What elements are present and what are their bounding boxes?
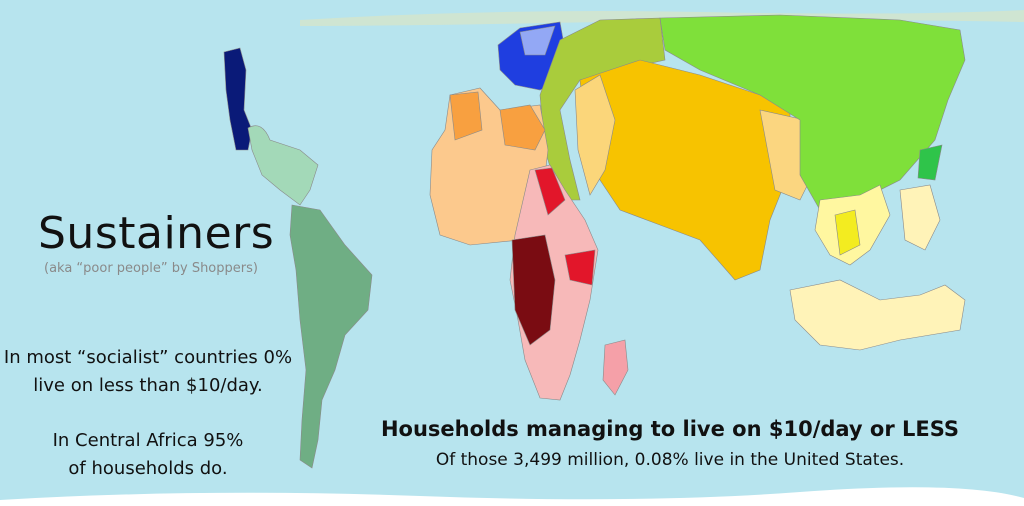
note: In Central Africa 95% of households do.	[0, 427, 296, 483]
maghreb	[449, 91, 483, 141]
korea-japan	[917, 144, 943, 181]
europe-north	[519, 25, 556, 56]
antarctica	[0, 487, 1024, 506]
subtitle: (aka “poor people” by Shoppers)	[44, 261, 258, 276]
note-line: In most “socialist” countries 0%	[3, 347, 293, 368]
vietnam	[834, 209, 861, 256]
note-line: live on less than $10/day.	[33, 375, 263, 396]
philippines	[899, 184, 941, 251]
pakistan	[574, 74, 616, 196]
note-line: In Central Africa 95%	[52, 430, 244, 451]
central-america	[247, 125, 319, 206]
caption: Of those 3,499 million, 0.08% live in th…	[435, 450, 905, 470]
india	[579, 59, 791, 281]
south-america	[289, 204, 373, 469]
middle-east	[499, 104, 546, 151]
central-africa	[511, 234, 556, 346]
madagascar	[602, 339, 629, 396]
indonesia	[789, 279, 966, 351]
heading: Households managing to live on $10/day o…	[380, 417, 960, 441]
note-line: of households do.	[68, 458, 228, 479]
east-africa	[564, 249, 596, 286]
title: Sustainers	[38, 208, 275, 259]
note: In most “socialist” countries 0% live on…	[0, 344, 296, 400]
horn-of-africa	[534, 167, 566, 216]
